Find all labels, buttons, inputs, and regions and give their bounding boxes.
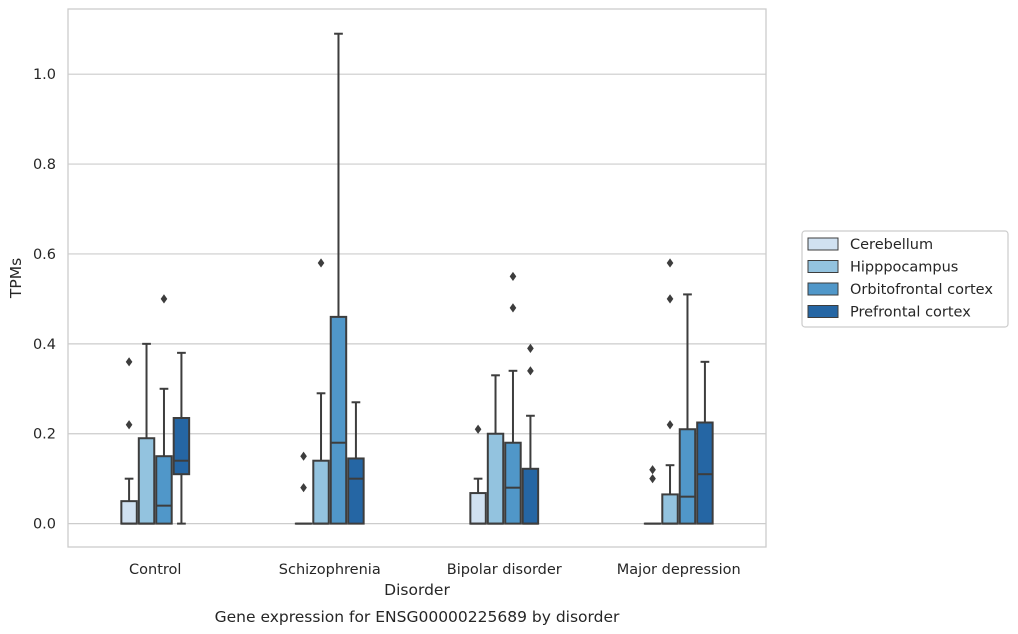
outlier-point [666,294,674,304]
box-iqr [120,500,138,525]
box-iqr [137,437,156,525]
outlier-point [317,258,325,268]
outlier-point [474,424,482,434]
box-iqr [172,417,191,476]
outlier-point [509,303,517,313]
box-iqr [469,492,487,525]
box-prefrontal-cortex [347,401,365,525]
outlier-point [666,420,674,430]
outlier-point [125,420,133,430]
box-hipppocampus [312,258,330,525]
box-prefrontal-cortex [172,351,191,525]
y-tick-label: 0.4 [33,337,56,353]
box-iqr [696,421,714,525]
outlier-point [300,483,307,493]
x-tick-label: Bipolar disorder [447,562,562,578]
x-tick-labels: Control Schizophrenia Bipolar disorder Majo… [129,562,741,578]
x-tick-label: Major depression [617,562,741,578]
legend-swatch [807,260,839,273]
y-tick-label: 0.0 [33,517,56,533]
legend-label: Orbitofrontal cortex [850,282,993,298]
box-prefrontal-cortex [696,360,714,525]
legend-swatch [807,282,839,296]
x-tick-label: Schizophrenia [279,562,381,578]
box-orbitofrontal-cortex [504,271,522,525]
y-tick-labels: 0.0 0.2 0.4 0.6 0.8 1.0 [33,67,56,532]
legend-label: Prefrontal cortex [850,305,971,321]
box-iqr [504,441,522,525]
outlier-point [649,465,656,475]
y-tick-label: 0.8 [33,157,56,173]
box-iqr [678,428,697,525]
chart-caption: Gene expression for ENSG00000225689 by d… [215,608,620,626]
outlier-point [125,357,133,367]
legend-label: Hipppocampus [850,260,958,276]
box-cerebellum [643,465,662,525]
box-orbitofrontal-cortex [678,293,697,525]
x-axis-label: Disorder [384,581,450,599]
outlier-point [666,258,674,268]
box-orbitofrontal-cortex [329,32,348,525]
y-tick-label: 0.2 [33,427,56,443]
outlier-point [160,294,168,304]
box-hipppocampus [486,374,505,525]
legend-swatch [807,305,839,318]
box-iqr [312,459,330,525]
box-iqr [661,493,679,525]
box-orbitofrontal-cortex [155,294,173,525]
box-cerebellum [294,451,313,525]
legend-swatch [807,237,839,251]
outlier-point [527,366,534,376]
box-hipppocampus [137,342,156,525]
y-tick-label: 0.6 [33,247,56,263]
outlier-point [300,451,307,461]
outlier-point [509,271,517,282]
box-iqr [347,457,365,525]
plot-boxes [120,32,714,525]
box-cerebellum [120,357,138,525]
outlier-point [527,343,534,353]
box-hipppocampus [661,258,679,525]
box-iqr [521,467,540,525]
outlier-point [649,474,656,484]
y-axis-label: TPMs [7,258,25,299]
box-iqr [155,455,173,525]
box-prefrontal-cortex [521,343,540,525]
y-tick-label: 1.0 [33,67,56,83]
legend-frame [801,230,1009,328]
plot-frame [67,8,767,548]
box-iqr [486,432,505,525]
x-tick-label: Control [129,562,181,578]
legend: Cerebellum Hipppocampus Orbitofrontal cort… [801,230,1009,328]
box-cerebellum [469,424,487,525]
box-iqr [329,315,348,525]
legend-label: Cerebellum [850,237,933,253]
